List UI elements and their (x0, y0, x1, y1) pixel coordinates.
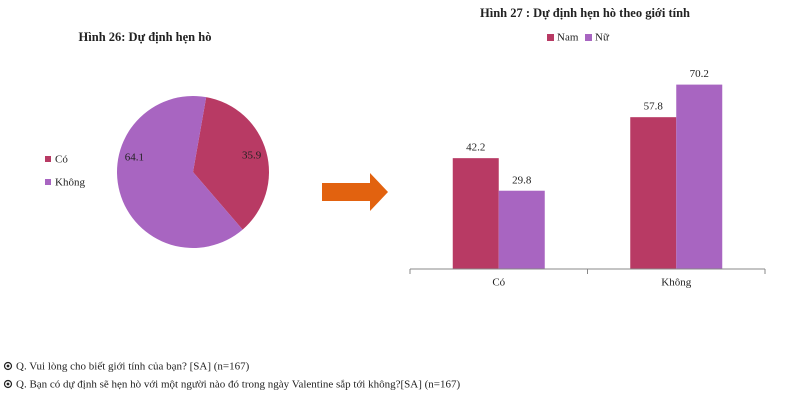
pie-slice (117, 96, 243, 248)
note-icon (3, 379, 13, 389)
bar-value: 70.2 (690, 68, 709, 80)
legend-label: Có (55, 154, 68, 166)
bar-value: 57.8 (644, 101, 664, 113)
bar (498, 190, 545, 269)
bar-title: Hình 27 : Dự định hẹn hò theo giới tính (480, 6, 690, 20)
x-tick-label: Không (661, 277, 691, 289)
pie-slice (193, 97, 270, 230)
pie-title: Hình 26: Dự định hẹn hò (79, 30, 212, 44)
note-icon-dot (6, 382, 10, 386)
x-tick-label: Có (492, 277, 505, 289)
note-icon-dot (6, 364, 10, 368)
note-icon (3, 361, 13, 371)
bar (676, 84, 723, 269)
slice-label: 35.9 (242, 149, 262, 161)
legend-label: Không (55, 177, 85, 189)
legend-swatch (45, 156, 51, 162)
legend-swatch (45, 179, 51, 185)
bar (452, 158, 499, 269)
legend-label: Nam (557, 32, 579, 44)
legend-swatch (585, 34, 592, 41)
slice-label: 64.1 (125, 152, 144, 164)
note-1: Q. Vui lòng cho biết giới tính của bạn? … (3, 361, 250, 373)
legend-swatch (547, 34, 554, 41)
bar-value: 29.8 (512, 174, 532, 186)
arrow (322, 173, 388, 211)
note-2: Q. Bạn có dự định sẽ hẹn hò với một ngườ… (3, 379, 460, 391)
legend-label: Nữ (595, 32, 610, 44)
note-text: Q. Vui lòng cho biết giới tính của bạn? … (16, 361, 250, 373)
bar (630, 117, 677, 269)
note-text: Q. Bạn có dự định sẽ hẹn hò với một ngườ… (16, 379, 460, 391)
bar-value: 42.2 (466, 142, 485, 154)
